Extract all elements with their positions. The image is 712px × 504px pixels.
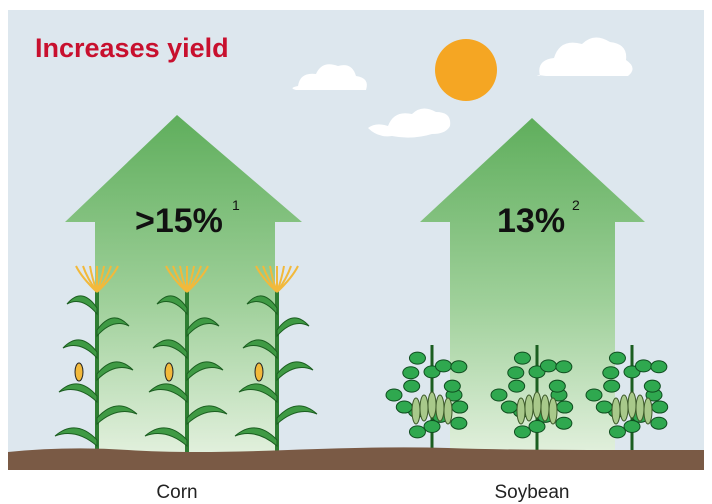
soy-pod bbox=[636, 395, 644, 421]
soy-pod bbox=[420, 395, 428, 421]
soy-leaf bbox=[435, 360, 451, 372]
soy-leaf bbox=[529, 421, 545, 433]
page: Increases yield >15% 1 13% 2 Corn Soybea… bbox=[0, 0, 712, 504]
infographic: Increases yield >15% 1 13% 2 Corn Soybea… bbox=[0, 0, 712, 504]
footnote-mark: 2 bbox=[572, 197, 580, 213]
soy-leaf bbox=[409, 352, 425, 364]
soy-leaf bbox=[403, 367, 419, 379]
sun bbox=[435, 39, 497, 101]
soy-leaf bbox=[604, 380, 620, 392]
soy-pod bbox=[412, 398, 420, 424]
soy-leaf bbox=[651, 361, 667, 373]
soy-leaf bbox=[509, 380, 525, 392]
soy-leaf bbox=[444, 380, 460, 392]
crop-label: Corn bbox=[156, 482, 197, 503]
soy-pod bbox=[541, 395, 549, 421]
corn-ear bbox=[165, 363, 173, 381]
soy-pod bbox=[517, 398, 525, 424]
soy-leaf bbox=[501, 401, 517, 413]
soy-leaf bbox=[514, 352, 530, 364]
soy-leaf bbox=[396, 401, 412, 413]
soy-pod bbox=[620, 395, 628, 421]
soy-leaf bbox=[386, 389, 402, 401]
soy-leaf bbox=[603, 367, 619, 379]
soy-pod bbox=[549, 398, 557, 424]
soy-leaf bbox=[508, 367, 524, 379]
soy-leaf bbox=[549, 380, 565, 392]
soy-leaf bbox=[409, 426, 425, 438]
soy-pod bbox=[444, 398, 452, 424]
soy-leaf bbox=[596, 401, 612, 413]
soy-leaf bbox=[644, 380, 660, 392]
soy-pod bbox=[628, 392, 636, 418]
soy-leaf bbox=[609, 426, 625, 438]
soy-leaf bbox=[557, 401, 573, 413]
soy-pod bbox=[525, 395, 533, 421]
yield-value: >15% bbox=[135, 202, 223, 240]
soy-leaf bbox=[609, 352, 625, 364]
soy-leaf bbox=[451, 361, 467, 373]
yield-value: 13% bbox=[497, 202, 565, 240]
soy-leaf bbox=[586, 389, 602, 401]
title: Increases yield bbox=[35, 33, 229, 63]
soy-pod bbox=[428, 392, 436, 418]
soy-leaf bbox=[556, 361, 572, 373]
soy-leaf bbox=[452, 401, 468, 413]
soy-leaf bbox=[540, 360, 556, 372]
soy-pod bbox=[533, 392, 541, 418]
corn-ear bbox=[255, 363, 263, 381]
soy-pod bbox=[436, 395, 444, 421]
soy-leaf bbox=[451, 417, 467, 429]
soy-leaf bbox=[514, 426, 530, 438]
soy-leaf bbox=[651, 417, 667, 429]
ground bbox=[8, 447, 704, 470]
soy-leaf bbox=[652, 401, 668, 413]
soy-leaf bbox=[635, 360, 651, 372]
crop-label: Soybean bbox=[494, 482, 569, 503]
soy-leaf bbox=[556, 417, 572, 429]
soy-leaf bbox=[624, 421, 640, 433]
corn-ear bbox=[75, 363, 83, 381]
soy-leaf bbox=[424, 421, 440, 433]
soy-leaf bbox=[404, 380, 420, 392]
soy-leaf bbox=[491, 389, 507, 401]
soy-pod bbox=[612, 398, 620, 424]
footnote-mark: 1 bbox=[232, 197, 240, 213]
soy-pod bbox=[644, 398, 652, 424]
